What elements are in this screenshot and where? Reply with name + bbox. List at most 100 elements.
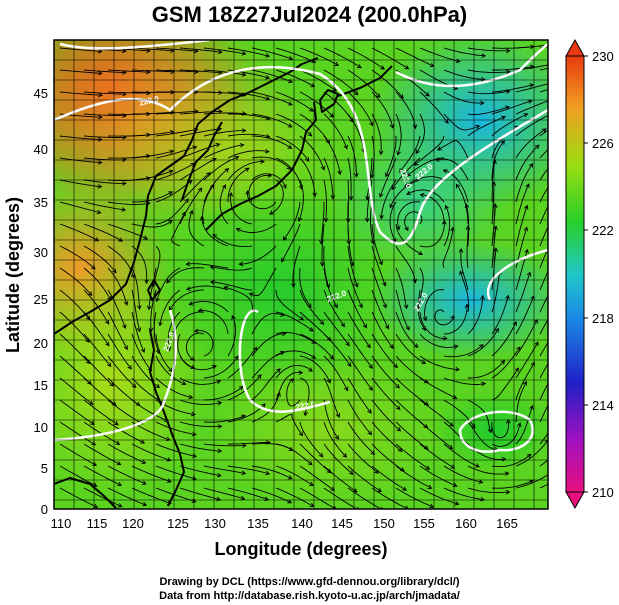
streamline [275,135,310,162]
streamline [286,378,301,407]
streamline-arrowhead [118,237,124,242]
streamline-arrowhead [223,285,229,291]
streamline-arrowhead [335,413,341,418]
x-tick-label: 155 [413,516,435,531]
streamline [371,443,405,472]
streamline-arrowhead [98,137,103,142]
streamline [515,83,548,93]
streamline-arrowhead [384,324,390,330]
colorbar-label: 214 [592,398,614,413]
streamline [467,465,509,475]
streamline-arrowhead [85,315,91,321]
streamline-arrowhead [239,143,245,148]
streamline [491,480,534,489]
streamline-arrowhead [303,411,308,417]
streamline-arrowhead [444,204,449,210]
streamline [83,487,122,508]
streamline [539,341,548,357]
streamline-arrowhead [332,87,337,92]
streamline [418,267,424,310]
streamline-arrowhead [413,161,419,166]
streamline-arrowhead [298,431,304,437]
streamline-arrowhead [450,464,456,469]
streamline-arrowhead [554,208,557,212]
streamline [371,465,407,491]
streamline [131,311,145,353]
streamline [419,311,447,339]
streamline-arrowhead [197,308,203,313]
streamline [491,113,528,137]
streamline [299,421,324,458]
streamline-arrowhead [523,226,529,232]
streamline [107,289,126,329]
contour-label: 222.0 [295,400,317,412]
y-tick-label: 5 [41,461,48,476]
streamline-arrowhead [121,207,127,212]
streamline-arrowhead [140,348,145,353]
streamline-arrowhead [307,131,313,137]
streamline-arrowhead [309,327,314,332]
streamline [152,245,161,287]
streamline [155,421,196,436]
streamline-arrowhead [396,225,401,231]
streamline-arrowhead [88,400,94,405]
streamline-arrowhead [444,119,449,124]
contour-line [54,309,177,442]
streamline-arrowhead [142,501,148,507]
streamline-arrowhead [320,165,326,171]
streamline [467,69,510,73]
streamline [443,69,485,80]
streamline-arrowhead [155,383,161,389]
streamline [443,113,480,131]
streamline [83,91,126,95]
streamline-arrowhead [122,48,127,54]
streamline [321,223,325,266]
streamline [467,116,506,137]
streamline-arrowhead [404,505,409,509]
streamline [491,453,532,468]
streamline-arrowhead [523,113,529,118]
streamline [275,289,304,321]
streamline-arrowhead [193,328,199,334]
streamline-arrowhead [475,124,481,130]
streamline [347,157,352,200]
streamline [107,69,150,73]
streamline-arrowhead [560,409,564,413]
streamline-arrowhead [158,321,163,327]
streamline [515,405,533,445]
streamline-arrowhead [287,123,293,128]
streamline-arrowhead [221,184,227,190]
streamline-arrowhead [113,420,119,426]
streamline [443,487,485,501]
streamline-arrowhead [369,121,374,127]
streamline [371,421,403,452]
streamline-arrowhead [140,439,146,444]
streamline [515,183,530,225]
streamline-arrowhead [144,279,149,285]
streamline-arrowhead [318,452,324,458]
streamline-arrowhead [216,472,222,478]
streamline [419,421,453,450]
streamline-arrowhead [241,470,247,476]
streamline-arrowhead [391,185,396,191]
streamline [371,91,394,129]
streamline-arrowhead [97,184,103,189]
streamline-arrowhead [289,378,294,383]
streamline [467,328,499,357]
streamline [203,69,246,76]
streamline [347,443,379,474]
streamline [515,44,548,49]
streamline-arrowhead [342,453,348,458]
colorbar-label: 210 [592,485,614,500]
streamline-arrowhead [287,144,293,149]
streamline [203,487,245,500]
streamline-arrowhead [287,101,293,106]
streamline [251,47,293,60]
streamline-arrowhead [194,48,199,54]
streamline [167,311,181,351]
streamline [467,295,484,335]
streamline [467,90,510,95]
streamline [59,223,99,242]
asia-coast [54,57,319,335]
streamline-arrowhead [404,182,409,188]
